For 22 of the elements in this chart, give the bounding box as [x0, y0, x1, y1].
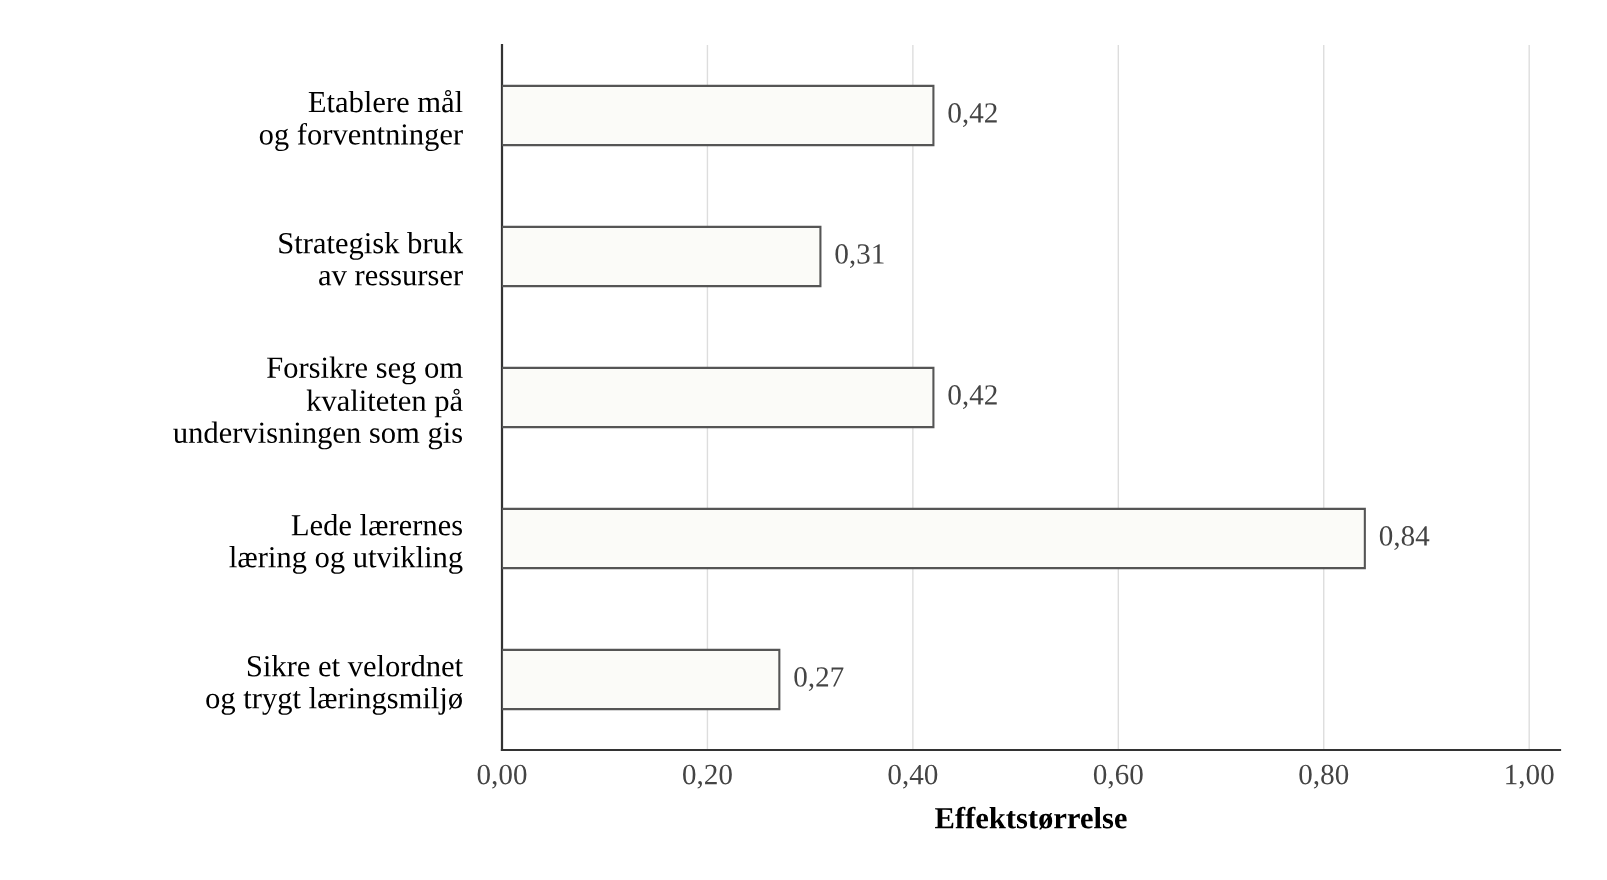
data-label: 0,84 — [1379, 526, 1430, 550]
x-tick-label: 0,00 — [477, 764, 527, 789]
data-label: 0,42 — [948, 385, 997, 409]
bar — [502, 648, 781, 711]
x-tick-label: 0,40 — [888, 764, 938, 789]
bar — [502, 507, 1366, 570]
x-tick-label: 0,20 — [683, 764, 732, 789]
bar — [502, 84, 935, 147]
x-tick-label: 1,00 — [1506, 764, 1554, 789]
x-tick-label: 0,80 — [1299, 764, 1349, 789]
bar — [502, 225, 822, 288]
data-label: 0,31 — [835, 244, 884, 268]
y-tick-label: Sikre et velordnet og trygt læringsmiljø — [206, 655, 463, 715]
bar — [502, 366, 935, 429]
x-tick-label: 0,60 — [1093, 764, 1143, 789]
data-label: 0,42 — [948, 103, 997, 127]
data-label: 0,27 — [794, 667, 844, 691]
y-tick-label: Lede lærernes læring og utvikling — [229, 514, 463, 574]
y-tick-label: Etablere mål og forventninger — [259, 89, 463, 152]
y-tick-label: Forsikre seg om kvaliteten på undervisningen som gis — [173, 356, 463, 450]
x-axis-title: Effektstørrelse — [935, 806, 1127, 830]
y-tick-label: Strategisk bruk av ressurser — [279, 232, 464, 286]
